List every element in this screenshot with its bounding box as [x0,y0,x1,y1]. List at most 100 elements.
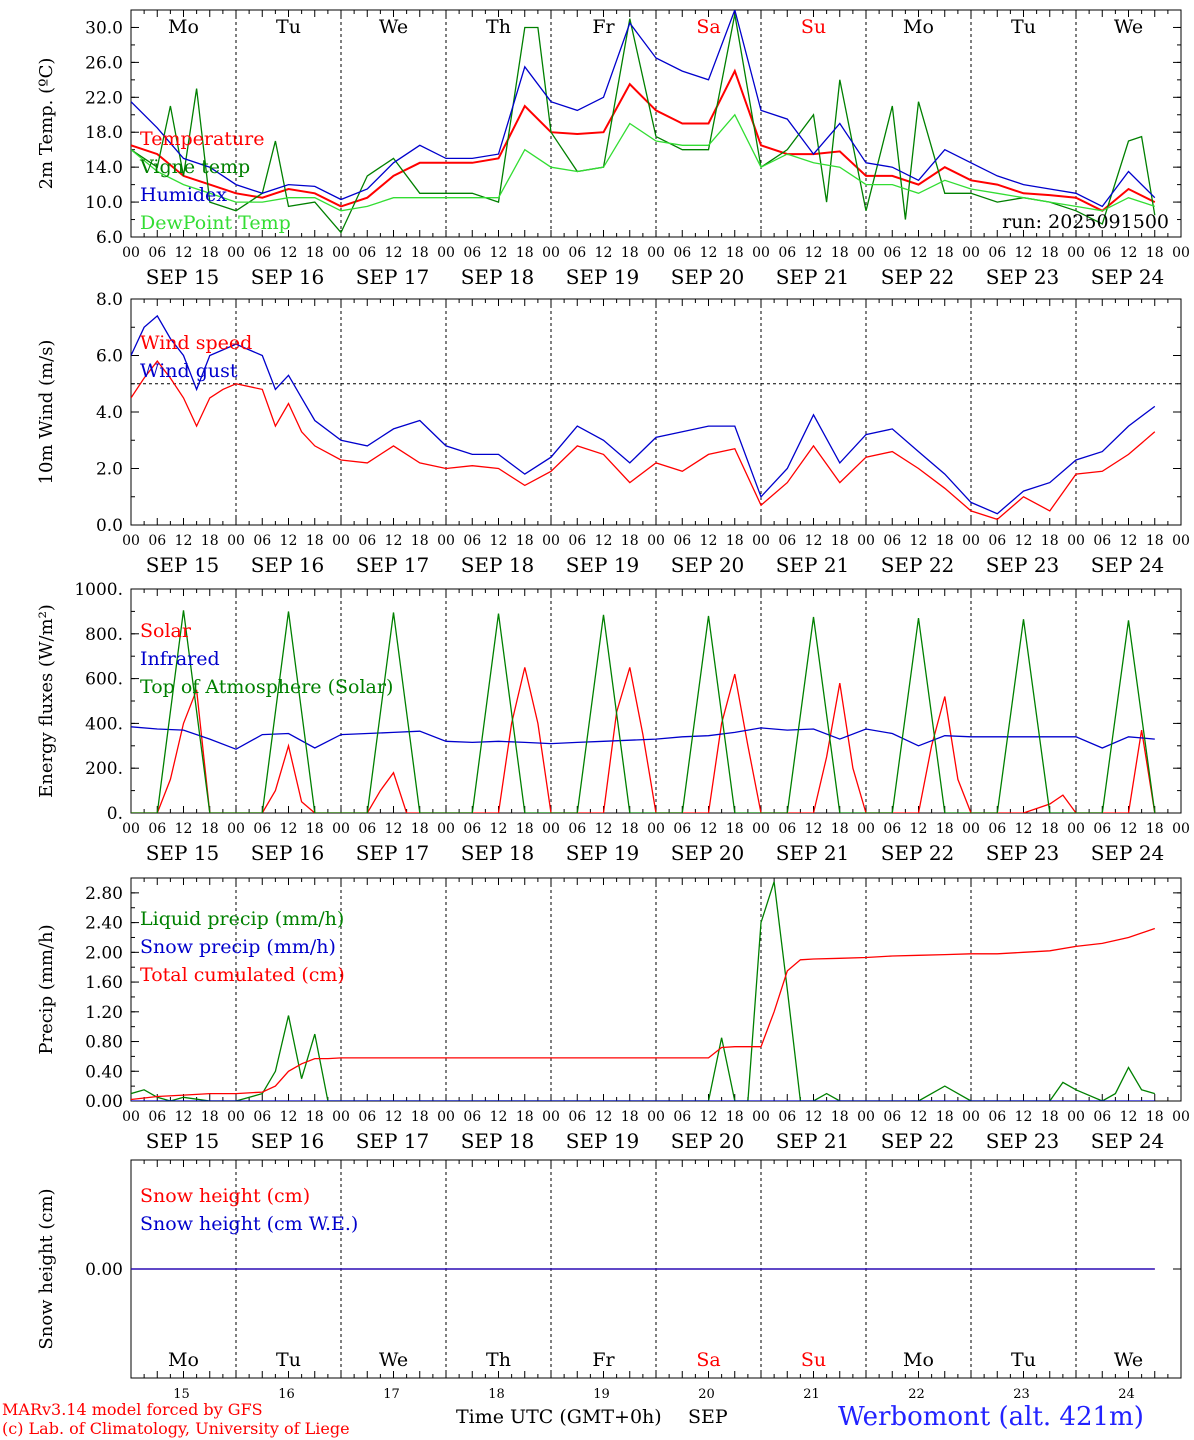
y-tick-label: 0.40 [85,1062,123,1082]
hour-tick-label: 06 [568,533,586,549]
hour-tick-label: 06 [253,533,271,549]
hour-tick-label: 12 [700,821,718,837]
day-abbr-label: We [1114,1349,1143,1371]
hour-tick-label: 18 [1146,533,1164,549]
day-abbr-label: Su [801,1349,826,1371]
hour-tick-label: 12 [490,821,508,837]
date-label: SEP 20 [671,553,745,577]
y-tick-label: 2.40 [85,914,123,934]
hour-tick-label: 00 [962,821,980,837]
hour-tick-label: 06 [988,1109,1006,1125]
hour-tick-label: 06 [358,821,376,837]
y-tick-label: 200. [85,759,123,779]
date-label: SEP 18 [461,1129,535,1153]
hour-tick-label: 00 [962,533,980,549]
day-abbr-label: Fr [592,1349,615,1371]
hour-tick-label: 12 [1015,533,1033,549]
hour-tick-label: 06 [778,1109,796,1125]
hour-tick-label: 18 [726,533,744,549]
hour-tick-label: 12 [805,1109,823,1125]
hour-tick-label: 06 [463,245,481,261]
hour-tick-label: 00 [752,533,770,549]
date-label: SEP 24 [1091,265,1165,289]
hour-tick-label: 00 [1172,245,1190,261]
date-label: SEP 23 [986,553,1060,577]
y-tick-label: 0.0 [96,516,123,536]
hour-tick-label: 00 [752,821,770,837]
hour-tick-label: 00 [122,245,140,261]
time-axis-label: Time UTC (GMT+0h) [456,1406,662,1428]
hour-tick-label: 18 [411,533,429,549]
date-label: SEP 23 [986,265,1060,289]
hour-tick-label: 06 [568,1109,586,1125]
day-number-label: 21 [803,1387,820,1402]
date-label: SEP 23 [986,1129,1060,1153]
y-tick-label: 800. [85,625,123,645]
hour-tick-label: 12 [805,533,823,549]
hour-tick-label: 12 [1120,1109,1138,1125]
y-tick-label: 1000. [74,580,123,600]
hour-tick-label: 18 [306,821,324,837]
hour-tick-label: 18 [1041,245,1059,261]
hour-tick-label: 18 [1146,245,1164,261]
series-line-total-cumulated-cm- [131,927,1156,1101]
series-group-precip [131,881,1156,1101]
day-abbr-label: Th [486,1349,511,1371]
day-abbr-label: Tu [1011,16,1036,38]
series-group-wind [131,314,1156,521]
hour-tick-label: 12 [280,821,298,837]
day-number-label: 19 [593,1387,610,1402]
hour-tick-label: 00 [227,533,245,549]
hour-tick-label: 18 [411,821,429,837]
legend-entry: Humidex [140,184,227,206]
hour-tick-label: 12 [595,1109,613,1125]
day-abbr-label: Sa [696,1349,720,1371]
hour-tick-label: 00 [1067,821,1085,837]
hour-tick-label: 00 [542,245,560,261]
y-tick-label: 0.00 [85,1092,123,1112]
day-abbr-label: We [379,1349,408,1371]
hour-tick-label: 06 [568,821,586,837]
hour-tick-label: 00 [437,1109,455,1125]
date-label: SEP 21 [776,553,850,577]
series-line-temperature [131,68,1156,212]
hour-tick-label: 06 [1093,1109,1111,1125]
hour-tick-label: 18 [306,245,324,261]
day-abbr-label: Tu [276,16,301,38]
hour-tick-label: 06 [988,533,1006,549]
date-label: SEP 19 [566,1129,640,1153]
hour-tick-label: 12 [385,245,403,261]
hour-tick-label: 06 [253,1109,271,1125]
legend-entry: Solar [140,620,192,642]
hour-tick-label: 06 [883,533,901,549]
hour-tick-label: 06 [253,821,271,837]
y-tick-label: 0. [107,804,123,824]
date-label: SEP 17 [356,841,430,865]
day-abbr-label: Mo [168,1349,199,1371]
date-label: SEP 19 [566,265,640,289]
day-abbr-label: Mo [903,1349,934,1371]
hour-tick-label: 18 [831,821,849,837]
hour-tick-label: 12 [805,821,823,837]
hour-tick-label: 12 [385,1109,403,1125]
copyright-credit: (c) Lab. of Climatology, University of L… [2,1419,350,1438]
series-line-solar [131,667,1156,813]
day-number-label: 20 [698,1387,715,1402]
y-tick-label: 2.80 [85,884,123,904]
day-abbr-label: Th [486,16,511,38]
date-label: SEP 17 [356,553,430,577]
day-number-label: 15 [173,1387,190,1402]
y-axis-label: 2m Temp. (ºC) [36,58,57,190]
hour-tick-label: 12 [175,533,193,549]
hour-tick-label: 18 [306,533,324,549]
date-label: SEP 23 [986,841,1060,865]
date-label: SEP 15 [146,1129,220,1153]
y-tick-label: 10.0 [85,193,123,213]
date-label: SEP 22 [881,1129,955,1153]
date-label: SEP 18 [461,553,535,577]
hour-tick-label: 12 [280,245,298,261]
day-number-label: 16 [278,1387,295,1402]
hour-tick-label: 18 [516,821,534,837]
hour-tick-label: 00 [962,245,980,261]
date-label: SEP 20 [671,1129,745,1153]
